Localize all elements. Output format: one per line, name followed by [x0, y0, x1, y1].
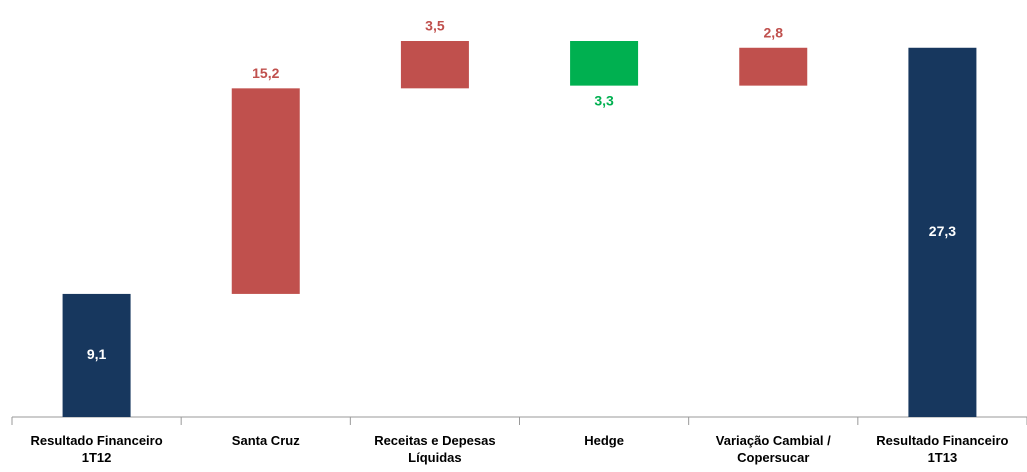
x-tick-label: Variação Cambial / Copersucar — [715, 433, 831, 465]
value-label: 27,3 — [929, 223, 956, 239]
bar — [570, 41, 639, 86]
x-tick-label: Hedge — [584, 433, 624, 448]
x-tick-label: Resultado Financeiro 1T12 — [30, 433, 163, 465]
value-label: 9,1 — [87, 346, 107, 362]
x-tick-label: Santa Cruz — [231, 433, 300, 448]
bar — [231, 88, 300, 294]
value-label: 2,8 — [764, 24, 784, 40]
value-label: 3,5 — [425, 18, 445, 34]
value-label: 15,2 — [252, 65, 279, 81]
bar — [62, 293, 131, 417]
value-label: 3,3 — [594, 92, 614, 108]
x-tick-label: Resultado Financeiro 1T13 — [876, 433, 1009, 465]
bar — [739, 47, 808, 86]
bar — [400, 41, 469, 89]
x-tick-label: Receitas e Depesas Líquidas — [374, 433, 496, 465]
bar — [908, 47, 977, 418]
